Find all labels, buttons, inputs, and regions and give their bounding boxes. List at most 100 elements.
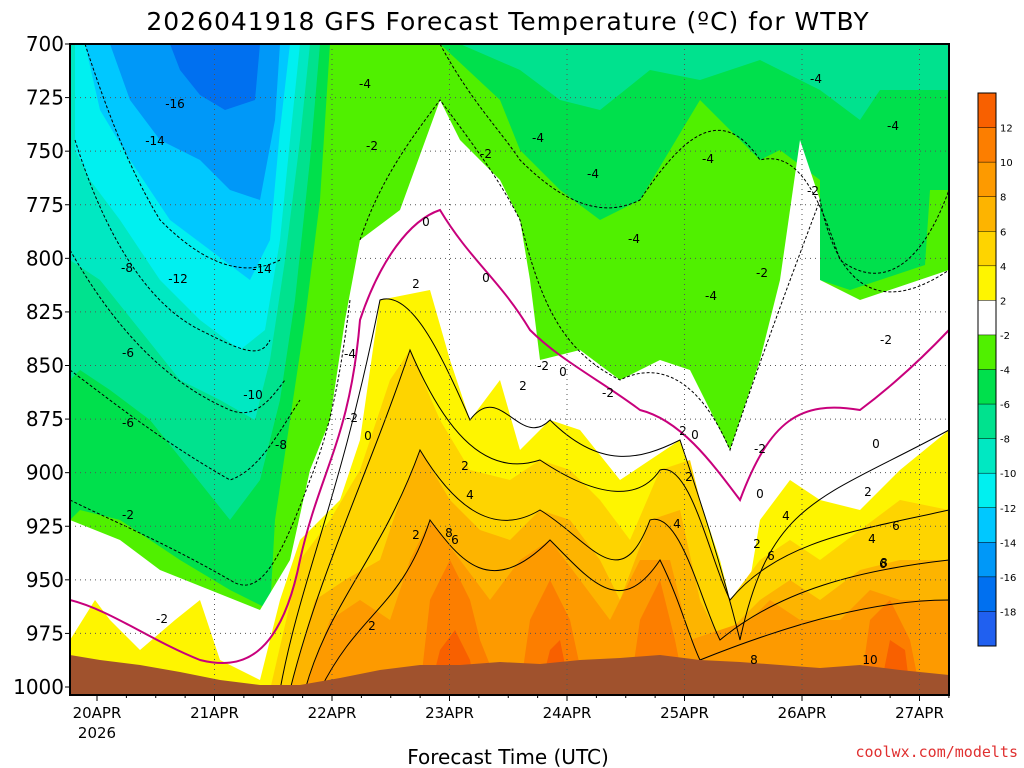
contour-label: -4 xyxy=(702,152,714,166)
contour-label: -8 xyxy=(275,438,287,452)
contour-label: 2 xyxy=(461,459,469,473)
x-tick-label: 25APR xyxy=(660,704,709,722)
grid xyxy=(70,44,949,695)
colorbar-swatch xyxy=(978,300,996,336)
positive-contours xyxy=(279,298,949,691)
y-tick-label: 800 xyxy=(26,246,64,270)
colorbar-tick-label: -6 xyxy=(1000,400,1010,411)
colorbar-swatch xyxy=(978,576,996,612)
contour-label: -16 xyxy=(165,97,185,111)
colorbar-swatch xyxy=(978,93,996,129)
colorbar-tick-label: 2 xyxy=(1000,296,1006,307)
y-axis: 700 725 750 775 800 825 850 875 900 925 950 975 1000 xyxy=(13,32,70,699)
contour-label: -14 xyxy=(252,262,272,276)
contour-minus14 xyxy=(84,44,281,269)
band-minus6-minus8 xyxy=(460,44,949,120)
colorbar-tick-label: -12 xyxy=(1000,504,1016,515)
contour-label: 2 xyxy=(753,537,761,551)
contour-label: 8 xyxy=(750,653,758,667)
contour-label: 0 xyxy=(482,271,490,285)
contour-label: -2 xyxy=(537,359,549,373)
contour-label: -4 xyxy=(359,77,371,91)
credit-text: coolwx.com/modelts xyxy=(855,743,1018,761)
contour-label: -2 xyxy=(880,333,892,347)
y-tick-label: 750 xyxy=(26,139,64,163)
contour-label: 6 xyxy=(767,549,775,563)
band-west-minus18 xyxy=(170,44,260,110)
colorbar-tick-label: -18 xyxy=(1000,607,1016,618)
colorbar-tick-label: 4 xyxy=(1000,262,1006,273)
contour-label: 0 xyxy=(691,428,699,442)
colorbar-tick-label: -2 xyxy=(1000,331,1010,342)
contour-label: -4 xyxy=(532,131,544,145)
chart-title: 2026041918 GFS Forecast Temperature (ºC)… xyxy=(146,7,869,36)
contour-label: 0 xyxy=(756,487,764,501)
contour-label: -4 xyxy=(587,167,599,181)
contour-label: -2 xyxy=(602,386,614,400)
colorbar-swatch xyxy=(978,127,996,163)
contour-label: -10 xyxy=(243,388,263,402)
y-tick-label: 775 xyxy=(26,193,64,217)
colorbar-swatch xyxy=(978,265,996,301)
colorbar: 12 10 8 6 4 2 -2 -4 -6 -8 -10 -12 -14 -16 -18 xyxy=(977,92,1016,647)
contour-minus6 xyxy=(70,299,351,586)
contour-label: -4 xyxy=(887,119,899,133)
contour-minus12 xyxy=(74,139,271,352)
contour-label: -6 xyxy=(122,346,134,360)
colorbar-tick-label: -4 xyxy=(1000,366,1010,377)
colorbar-tick-label: -10 xyxy=(1000,469,1016,480)
y-tick-label: 725 xyxy=(26,86,64,110)
x-tick-label: 26APR xyxy=(778,704,827,722)
contour-label: -4 xyxy=(628,232,640,246)
contour-label: 6 xyxy=(451,533,459,547)
zero-isotherm xyxy=(70,208,949,664)
contour-label: 10 xyxy=(862,653,877,667)
y-tick-label: 950 xyxy=(26,568,64,592)
contour-6 xyxy=(304,448,949,691)
colorbar-tick-label: -8 xyxy=(1000,435,1010,446)
y-tick-label: 975 xyxy=(26,621,64,645)
contour-label: -6 xyxy=(122,416,134,430)
x-tick-label: 27APR xyxy=(895,704,944,722)
colorbar-swatch xyxy=(978,231,996,267)
contour-label: 2 xyxy=(412,277,420,291)
contour-label: 4 xyxy=(673,517,681,531)
contour-label: 2 xyxy=(412,528,420,542)
contour-label: -2 xyxy=(156,612,168,626)
contour-labels: -16 -14 -14 -12 -10 -8 -8 -6 -6 -4 -4 -4 -4 -4 -4 -4 -4 -… xyxy=(121,72,900,667)
x-axis-title: Forecast Time (UTC) xyxy=(407,745,609,768)
y-tick-label: 875 xyxy=(26,407,64,431)
contour-label: 6 xyxy=(879,557,887,571)
colorbar-swatch xyxy=(978,542,996,578)
x-tick-label: 23APR xyxy=(425,704,474,722)
colorbar-swatch xyxy=(978,473,996,509)
contour-label: 6 xyxy=(892,519,900,533)
colorbar-swatch xyxy=(978,404,996,440)
contour-label: -4 xyxy=(705,289,717,303)
contour-label: 2 xyxy=(679,424,687,438)
contour-label: 2 xyxy=(685,470,693,484)
colorbar-swatch xyxy=(978,334,996,370)
contour-label: -2 xyxy=(122,508,134,522)
colorbar-tick-label: -14 xyxy=(1000,538,1016,549)
colorbar-tick-label: 6 xyxy=(1000,227,1006,238)
contour-label: 8 xyxy=(880,556,888,570)
contour-label: 2 xyxy=(519,379,527,393)
terrain xyxy=(70,655,949,695)
y-tick-label: 850 xyxy=(26,354,64,378)
y-tick-label: 825 xyxy=(26,300,64,324)
contour-label: 0 xyxy=(872,437,880,451)
y-tick-label: 700 xyxy=(26,32,64,56)
negative-contours xyxy=(70,44,949,586)
colorbar-swatch xyxy=(978,369,996,405)
contour-minus2 xyxy=(359,99,949,452)
band-8-10 xyxy=(420,560,920,690)
contour-label: -12 xyxy=(168,272,188,286)
contour-label: -4 xyxy=(344,347,356,361)
plot-frame xyxy=(69,43,950,696)
colorbar-swatch xyxy=(978,611,996,647)
contour-label: -2 xyxy=(366,139,378,153)
contour-label: 0 xyxy=(364,429,372,443)
x-tick-label: 24APR xyxy=(543,704,592,722)
colorbar-swatch xyxy=(978,507,996,543)
